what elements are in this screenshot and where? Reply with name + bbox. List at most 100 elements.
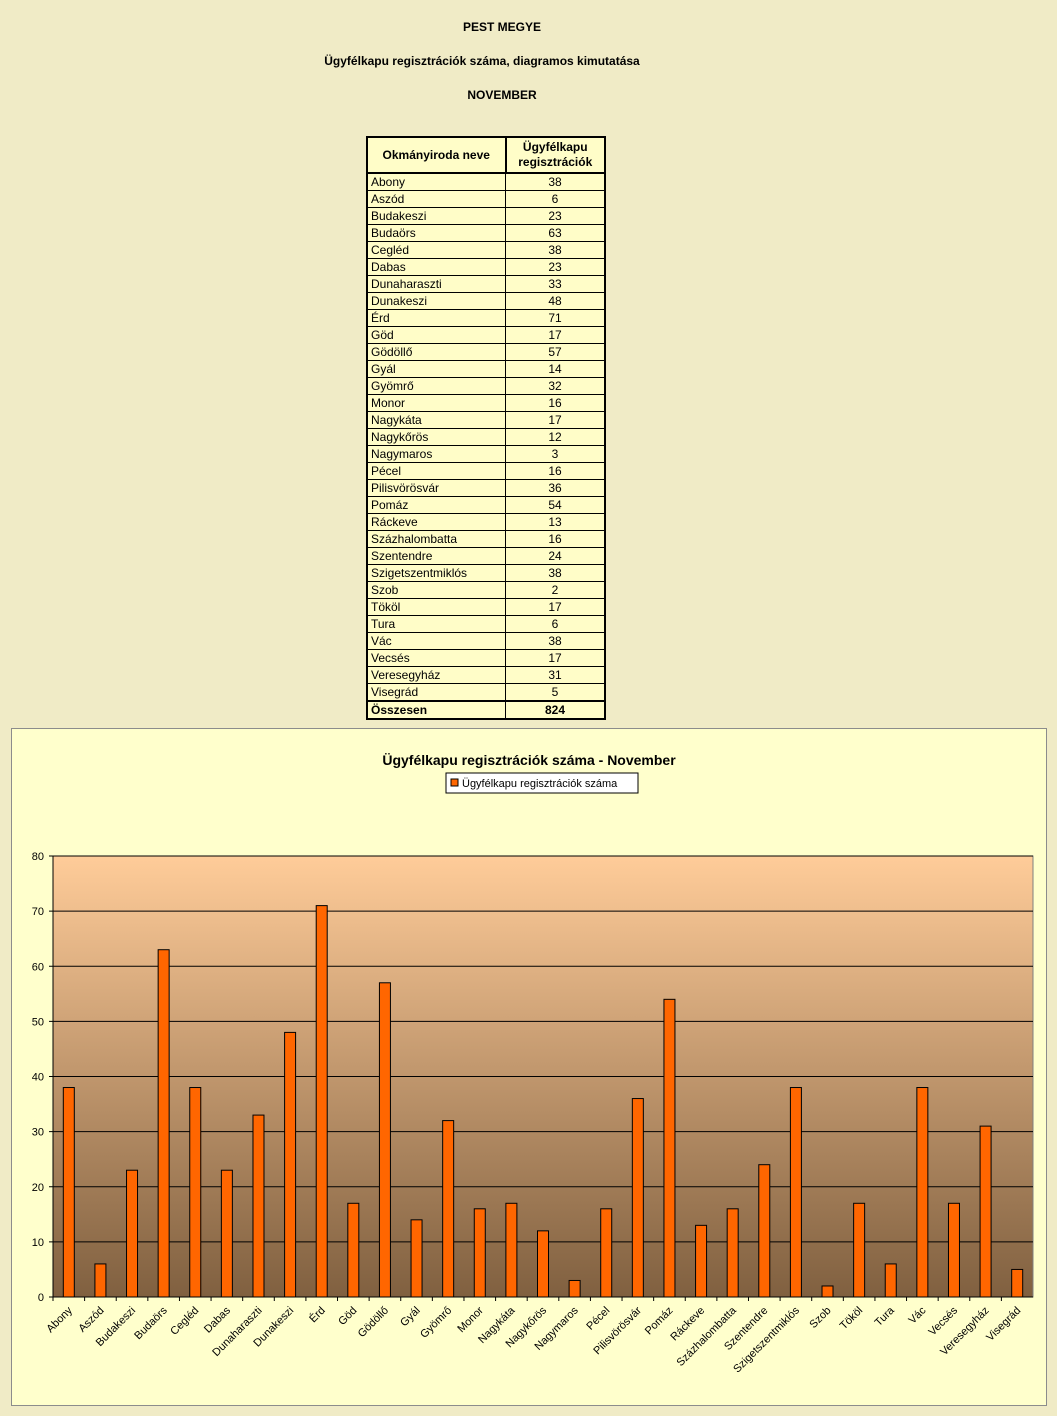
registrations-cell: 16: [505, 530, 606, 548]
table-row: Nagykáta 17: [366, 411, 606, 429]
registrations-cell: 17: [505, 411, 606, 429]
chart-legend: Ügyfélkapu regisztrációk száma: [445, 772, 639, 794]
y-tick-label: 40: [32, 1072, 44, 1084]
table-row: Pilisvörösvár 36: [366, 479, 606, 497]
office-name-cell: Abony: [366, 172, 506, 191]
table-body: Abony 38 Aszód 6 Budakeszi 23 Budaörs 63 Cegléd 3…: [366, 172, 606, 702]
office-name-cell: Vecsés: [366, 649, 506, 667]
registrations-cell: 57: [505, 343, 606, 361]
registrations-cell: 36: [505, 479, 606, 497]
registrations-cell: 24: [505, 547, 606, 565]
table-row: Vác 38: [366, 632, 606, 650]
table-row: Budaörs 63: [366, 224, 606, 242]
bar: [916, 1087, 929, 1298]
office-name-cell: Nagykáta: [366, 411, 506, 429]
office-name-cell: Gödöllő: [366, 343, 506, 361]
bar: [189, 1087, 202, 1298]
registrations-cell: 38: [505, 564, 606, 582]
table-header-row: Okmányiroda neve Ügyfélkapu regisztráció…: [366, 136, 606, 174]
bar: [347, 1202, 360, 1298]
table-row: Pomáz 54: [366, 496, 606, 514]
office-name-cell: Szigetszentmiklós: [366, 564, 506, 582]
table-row: Érd 71: [366, 309, 606, 327]
registrations-cell: 17: [505, 598, 606, 616]
table-row: Szob 2: [366, 581, 606, 599]
table-row: Gyömrő 32: [366, 377, 606, 395]
col-registrations-header-line2: regisztrációk: [518, 155, 593, 169]
table-row: Nagykőrös 12: [366, 428, 606, 446]
bar: [378, 982, 391, 1298]
bar: [947, 1202, 960, 1298]
legend-swatch: [450, 778, 459, 787]
registrations-cell: 12: [505, 428, 606, 446]
x-tick-label: Abony: [44, 1304, 75, 1335]
office-name-cell: Tura: [366, 615, 506, 633]
office-name-cell: Pilisvörösvár: [366, 479, 506, 497]
table-row: Abony 38: [366, 172, 606, 191]
x-tick-label: Tököl: [838, 1305, 866, 1333]
col-office-name-header: Okmányiroda neve: [366, 136, 507, 174]
y-tick-label: 20: [32, 1182, 44, 1194]
office-name-cell: Szentendre: [366, 547, 506, 565]
bars: [62, 905, 1024, 1298]
bar-chart: Ügyfélkapu regisztrációk száma - Novembe…: [32, 752, 1034, 1375]
registrations-cell: 2: [505, 581, 606, 599]
table-row: Dunaharaszti 33: [366, 275, 606, 293]
registrations-cell: 54: [505, 496, 606, 514]
registrations-cell: 31: [505, 666, 606, 684]
registrations-cell: 32: [505, 377, 606, 395]
x-tick-label: Tura: [873, 1304, 898, 1329]
bar: [442, 1120, 455, 1298]
office-name-cell: Vác: [366, 632, 506, 650]
registrations-cell: 38: [505, 172, 606, 191]
registrations-cell: 16: [505, 394, 606, 412]
registrations-cell: 6: [505, 615, 606, 633]
registrations-cell: 17: [505, 649, 606, 667]
table-row: Százhalombatta 16: [366, 530, 606, 548]
bar: [884, 1263, 897, 1298]
bar: [1011, 1268, 1024, 1298]
table-row: Monor 16: [366, 394, 606, 412]
chart-title: Ügyfélkapu regisztrációk száma - Novembe…: [382, 752, 676, 768]
office-name-cell: Veresegyház: [366, 666, 506, 684]
registrations-cell: 17: [505, 326, 606, 344]
gridlines: [53, 855, 1033, 1298]
x-tick-label: Cegléd: [168, 1305, 201, 1338]
table-row: Pécel 16: [366, 462, 606, 480]
y-tick-label: 70: [32, 906, 44, 918]
registrations-cell: 48: [505, 292, 606, 310]
office-name-cell: Aszód: [366, 190, 506, 208]
office-name-cell: Budaörs: [366, 224, 506, 242]
office-name-cell: Göd: [366, 326, 506, 344]
registrations-cell: 71: [505, 309, 606, 327]
x-tick-label: Monor: [455, 1304, 486, 1335]
registrations-cell: 16: [505, 462, 606, 480]
x-tick-label: Szob: [807, 1305, 833, 1331]
registrations-cell: 33: [505, 275, 606, 293]
y-tick-label: 80: [32, 851, 44, 863]
registrations-cell: 23: [505, 258, 606, 276]
office-name-cell: Nagykőrös: [366, 428, 506, 446]
registrations-cell: 13: [505, 513, 606, 531]
total-label: Összesen: [366, 700, 506, 720]
registrations-cell: 23: [505, 207, 606, 225]
bar: [94, 1263, 107, 1298]
bar: [821, 1285, 834, 1298]
table-row: Tököl 17: [366, 598, 606, 616]
table-row: Gyál 14: [366, 360, 606, 378]
table-row: Cegléd 38: [366, 241, 606, 259]
registrations-cell: 38: [505, 632, 606, 650]
registrations-cell: 38: [505, 241, 606, 259]
bar: [473, 1208, 486, 1298]
x-tick-label: Visegrád: [984, 1305, 1023, 1344]
x-tick-label: Gyömrő: [418, 1305, 454, 1341]
table-total-row: Összesen 824: [366, 700, 606, 720]
office-name-cell: Budakeszi: [366, 207, 506, 225]
office-name-cell: Nagymaros: [366, 445, 506, 463]
bar: [979, 1125, 992, 1298]
office-name-cell: Dunaharaszti: [366, 275, 506, 293]
office-name-cell: Százhalombatta: [366, 530, 506, 548]
x-tick-label: Pécel: [584, 1305, 612, 1333]
y-tick-label: 60: [32, 961, 44, 973]
